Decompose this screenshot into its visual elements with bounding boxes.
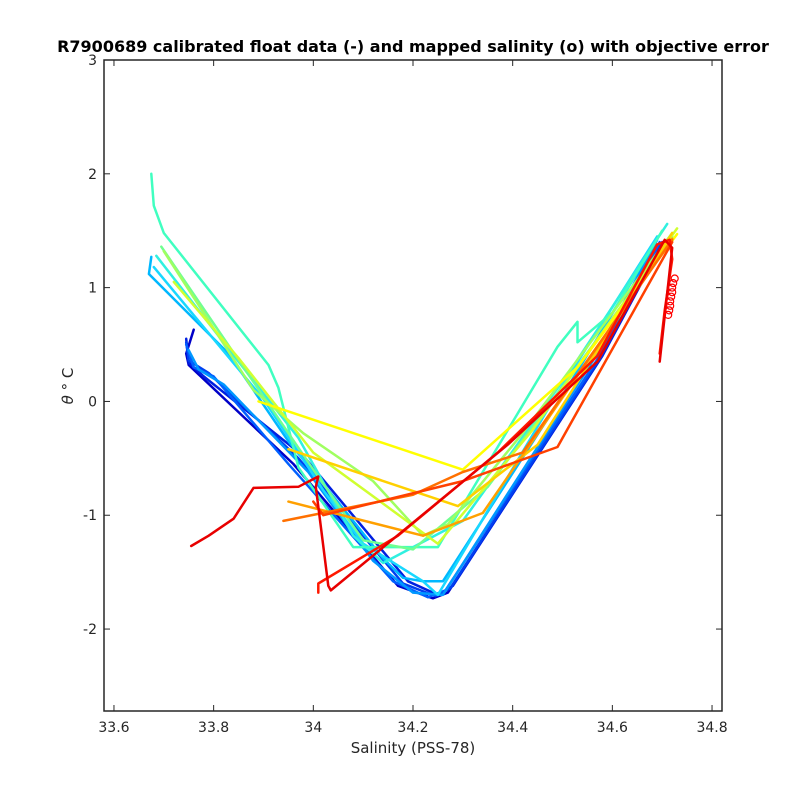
y-tick-label: 2 [88, 167, 97, 183]
y-tick-label: 0 [88, 394, 97, 410]
mapped-salinity-marker-5 [667, 292, 676, 301]
x-axis: 33.6 33.8 34 34.2 34.4 34.6 34.8 [98, 60, 728, 736]
series-line-19 [189, 238, 674, 592]
mapped-salinity-marker-7 [666, 301, 675, 310]
mapped-salinity-marker-2 [669, 279, 678, 288]
y-tick-label: -1 [83, 508, 97, 524]
y-axis: -2 -1 0 1 2 3 [83, 53, 722, 638]
y-axis-label: θ ° C [59, 368, 77, 405]
y-axis-label-unit: ° C [59, 368, 77, 391]
x-tick-label: 34.4 [497, 720, 528, 736]
y-tick-label: 1 [88, 281, 97, 297]
x-axis-label: Salinity (PSS-78) [351, 739, 476, 757]
series-line-14 [287, 231, 674, 508]
mapped-salinity-marker-4 [668, 288, 677, 297]
series-line-7 [152, 235, 659, 597]
mapped-salinity-marker-6 [666, 297, 675, 306]
y-tick-label: -2 [83, 622, 97, 638]
x-tick-label: 33.8 [198, 720, 229, 736]
x-tick-label: 34.2 [397, 720, 428, 736]
y-axis-label-symbol: θ [59, 395, 77, 404]
series-line-11 [162, 231, 674, 537]
mapped-marker-layer [664, 274, 679, 319]
mapped-salinity-marker-8 [665, 306, 674, 315]
mapped-salinity-marker-3 [668, 283, 677, 292]
chart-title: R7900689 calibrated float data (-) and m… [57, 37, 769, 56]
mapped-salinity-marker-9 [664, 310, 673, 319]
x-tick-label: 34.8 [696, 720, 727, 736]
series-line-5 [187, 238, 659, 597]
series-line-9 [150, 172, 664, 549]
x-tick-label: 34 [304, 720, 322, 736]
x-tick-label: 34.6 [597, 720, 628, 736]
series-layer [147, 172, 679, 600]
y-tick-label: 3 [88, 53, 97, 69]
mapped-salinity-marker-1 [670, 274, 679, 283]
x-tick-label: 33.6 [98, 720, 129, 736]
